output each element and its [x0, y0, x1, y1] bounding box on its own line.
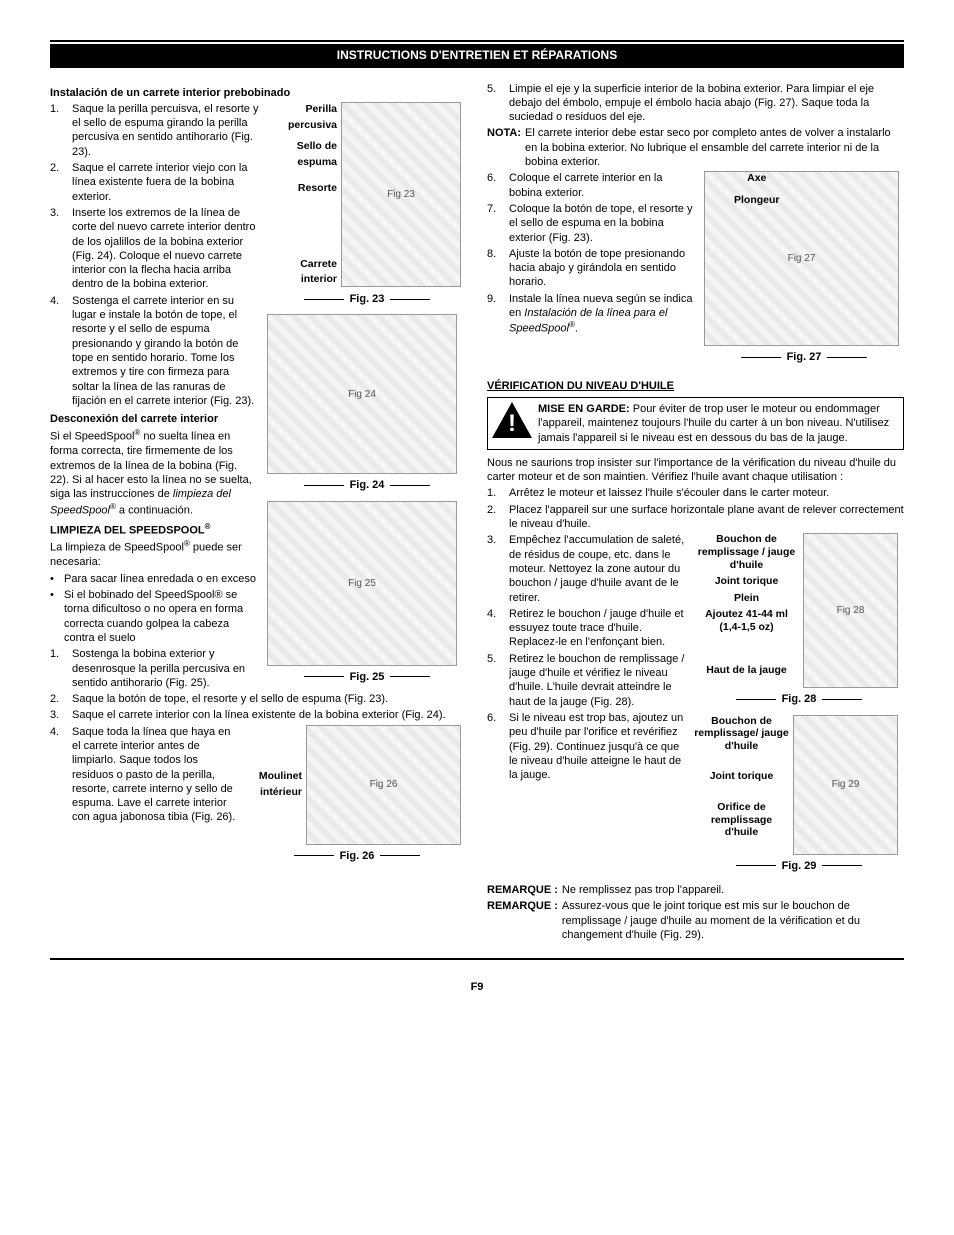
fig27-caption: Fig. 27 [704, 350, 904, 364]
right-step-6: Coloque el carrete interior en la bobina… [509, 171, 696, 200]
figure-23-block: Perilla percusiva Sello de espuma Resort… [267, 102, 467, 692]
label-sello: Sello de espuma [267, 139, 337, 171]
oil-intro: Nous ne saurions trop insister sur l'imp… [487, 456, 904, 485]
label-perilla: Perilla percusiva [267, 102, 337, 134]
right-step-5: Limpie el eje y la superficie interior d… [509, 82, 904, 125]
clean-step-3: Saque el carrete interior con la línea e… [72, 708, 467, 722]
oil-step-1: Arrêtez le moteur et laissez l'huile s'é… [509, 486, 904, 500]
fig28-illustration: Fig 28 [803, 533, 898, 688]
label-carrete: Carrete interior [267, 257, 337, 289]
label-moulinet: Moulinet intérieur [247, 769, 302, 801]
fig23-caption: Fig. 23 [267, 292, 467, 306]
right-column: 5.Limpie el eje y la superficie interior… [487, 82, 904, 945]
figure-26-block: Moulinet intérieur Fig 26 Fig. 26 [247, 725, 467, 871]
fig25-caption: Fig. 25 [267, 670, 467, 684]
clean-step-4: Saque toda la línea que haya en el carre… [72, 725, 239, 825]
page-header: INSTRUCTIONS D'ENTRETIEN ET RÉPARATIONS [50, 44, 904, 68]
label-plongeur: Plongeur [734, 193, 780, 209]
fig24-caption: Fig. 24 [267, 478, 467, 492]
fig25-illustration: Fig 25 [267, 501, 457, 666]
remarque-2: REMARQUE : Assurez-vous que le joint tor… [487, 899, 904, 942]
clean-step-2: Saque la botón de tope, el resorte y el … [72, 692, 467, 706]
heading-install: Instalación de un carrete interior prebo… [50, 86, 467, 100]
fig26-illustration: Fig 26 [306, 725, 461, 845]
fig29-caption: Fig. 29 [694, 859, 904, 873]
warning-box: MISE EN GARDE: Pour éviter de trop user … [487, 397, 904, 450]
oil-step-4: Retirez le bouchon / jauge d'huile et es… [509, 607, 686, 650]
right-step-9: Instale la línea nueva según se indica e… [509, 292, 696, 337]
figure-27-block: Axe Plongeur Fig 27 Fig. 27 [704, 171, 904, 372]
install-step-3: Inserte los extremos de la línea de cort… [72, 206, 259, 292]
clean-step-1: Sostenga la bobina exterior y desenrosqu… [72, 647, 259, 690]
fig29-labels: Bouchon de remplissage/ jauge d'huile Jo… [694, 715, 789, 855]
two-column-layout: Instalación de un carrete interior prebo… [50, 82, 904, 945]
oil-step-6: Si le niveau est trop bas, ajoutez un pe… [509, 711, 686, 782]
install-step-2: Saque el carrete interior viejo con la l… [72, 161, 259, 204]
oil-list-1-2: 1.Arrêtez le moteur et laissez l'huile s… [487, 486, 904, 531]
page-footer: F9 [50, 980, 904, 994]
remarque-1: REMARQUE : Ne remplissez pas trop l'appa… [487, 883, 904, 897]
top-rule [50, 40, 904, 42]
clean-bullet-1: Para sacar línea enredada o en exceso [64, 572, 256, 586]
clean-bullet-2: Si el bobinado del SpeedSpool® se torna … [64, 588, 259, 645]
right-step-8: Ajuste la botón de tope presionando haci… [509, 247, 696, 290]
oil-step-5: Retirez le bouchon de remplissage / jaug… [509, 652, 686, 709]
install-step-4: Sostenga el carrete interior en su lugar… [72, 294, 259, 408]
fig28-caption: Fig. 28 [694, 692, 904, 706]
fig23-illustration: Fig 23 [341, 102, 461, 287]
warning-text: MISE EN GARDE: Pour éviter de trop user … [538, 402, 899, 445]
right-step-7: Coloque la botón de tope, el resorte y e… [509, 202, 696, 245]
right-list-5: 5.Limpie el eje y la superficie interior… [487, 82, 904, 125]
warning-icon [492, 402, 532, 438]
nota-text: El carrete interior debe estar seco por … [525, 126, 904, 169]
nota-line: NOTA: El carrete interior debe estar sec… [487, 126, 904, 169]
label-axe: Axe [734, 171, 780, 187]
oil-step-2: Placez l'appareil sur une surface horizo… [509, 503, 904, 532]
fig29-illustration: Fig 29 [793, 715, 898, 855]
heading-oil: VÉRIFICATION DU NIVEAU D'HUILE [487, 379, 904, 393]
left-column: Instalación de un carrete interior prebo… [50, 82, 467, 945]
figure-28-block: Bouchon de remplissage / jauge d'huile J… [694, 533, 904, 881]
label-resorte: Resorte [267, 181, 337, 197]
bottom-rule [50, 958, 904, 960]
fig24-illustration: Fig 24 [267, 314, 457, 474]
install-step-1: Saque la perilla percuisva, el resorte y… [72, 102, 259, 159]
fig23-labels: Perilla percusiva Sello de espuma Resort… [267, 102, 337, 288]
oil-step-3: Empêchez l'accumulation de saleté, de ré… [509, 533, 686, 604]
fig28-labels: Bouchon de remplissage / jauge d'huile J… [694, 533, 799, 688]
fig26-caption: Fig. 26 [247, 849, 467, 863]
